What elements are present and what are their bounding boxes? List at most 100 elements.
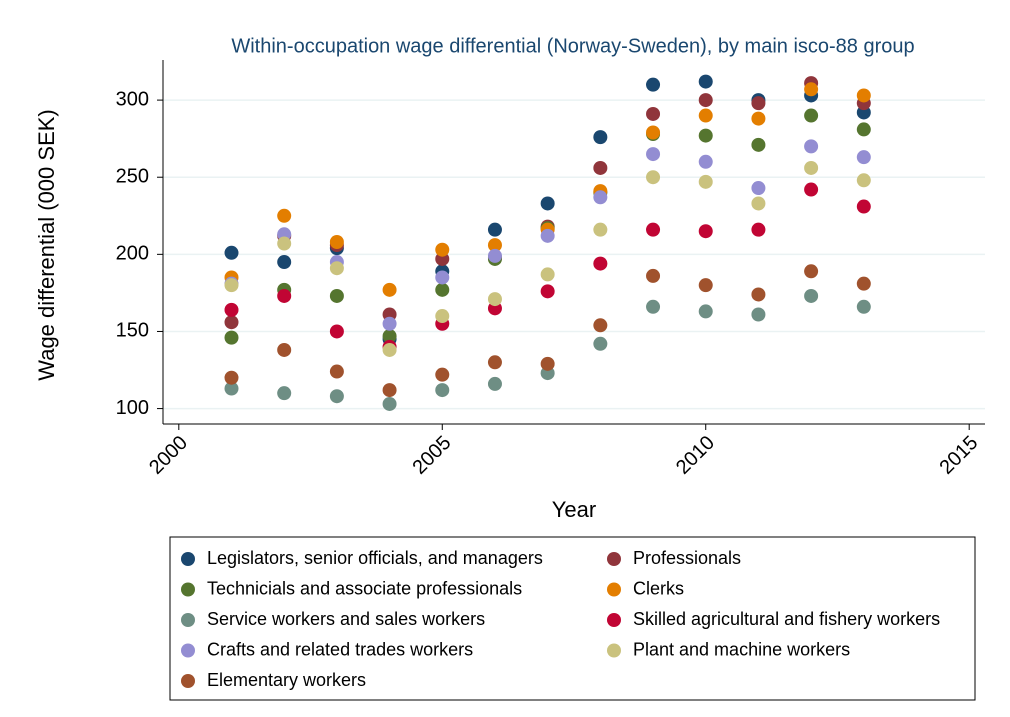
- point: [487, 292, 502, 307]
- point: [435, 242, 450, 257]
- point: [487, 355, 502, 370]
- point: [856, 122, 871, 137]
- point: [646, 125, 661, 140]
- point: [804, 139, 819, 154]
- point: [751, 111, 766, 126]
- point: [751, 96, 766, 111]
- point: [540, 267, 555, 282]
- legend-label: Plant and machine workers: [633, 639, 850, 659]
- point: [593, 222, 608, 237]
- point: [382, 383, 397, 398]
- point: [804, 264, 819, 279]
- point: [593, 190, 608, 205]
- point: [329, 324, 344, 339]
- point: [435, 367, 450, 382]
- legend-label: Skilled agricultural and fishery workers: [633, 609, 940, 629]
- point: [435, 383, 450, 398]
- y-axis-label: Wage differential (000 SEK): [34, 109, 59, 380]
- legend-marker: [181, 674, 195, 688]
- point: [224, 278, 239, 293]
- legend-label: Technicials and associate professionals: [207, 578, 522, 598]
- point: [277, 386, 292, 401]
- point: [646, 222, 661, 237]
- point: [593, 130, 608, 145]
- point: [329, 364, 344, 379]
- legend-marker: [181, 643, 195, 658]
- legend-label: Crafts and related trades workers: [207, 639, 473, 659]
- point: [698, 74, 713, 89]
- point: [698, 93, 713, 108]
- legend-marker: [607, 613, 621, 627]
- point: [698, 224, 713, 239]
- legend-label: Elementary workers: [207, 670, 366, 690]
- point: [856, 173, 871, 188]
- y-tick-label: 100: [116, 397, 149, 419]
- point: [329, 288, 344, 303]
- point: [224, 315, 239, 330]
- point: [435, 309, 450, 324]
- point: [856, 150, 871, 165]
- point: [224, 381, 239, 396]
- y-tick-label: 200: [116, 243, 149, 265]
- point: [487, 248, 502, 263]
- point: [804, 82, 819, 97]
- point: [856, 88, 871, 103]
- point: [487, 238, 502, 253]
- point: [277, 236, 292, 251]
- point: [646, 170, 661, 185]
- point: [435, 282, 450, 297]
- point: [856, 276, 871, 291]
- point: [698, 128, 713, 143]
- legend-marker: [181, 552, 195, 566]
- point: [329, 389, 344, 404]
- point: [646, 106, 661, 121]
- point: [804, 160, 819, 175]
- point: [435, 270, 450, 285]
- point: [277, 208, 292, 223]
- point: [487, 222, 502, 237]
- point: [751, 287, 766, 302]
- point: [382, 282, 397, 297]
- point: [382, 396, 397, 411]
- point: [698, 278, 713, 293]
- point: [593, 160, 608, 175]
- x-axis-label: Year: [552, 497, 596, 522]
- point: [698, 108, 713, 123]
- legend-marker: [607, 582, 621, 597]
- point: [856, 199, 871, 214]
- legend-marker: [607, 643, 621, 658]
- point: [329, 261, 344, 276]
- point: [382, 342, 397, 357]
- point: [487, 376, 502, 391]
- y-tick-label: 300: [116, 88, 149, 110]
- legend-box: [169, 536, 976, 701]
- point: [751, 181, 766, 196]
- point: [698, 304, 713, 319]
- point: [540, 356, 555, 371]
- legend-label: Service workers and sales workers: [207, 609, 485, 629]
- point: [593, 318, 608, 333]
- point: [804, 182, 819, 197]
- point: [277, 342, 292, 357]
- chart-title: Within-occupation wage differential (Nor…: [231, 35, 914, 57]
- legend-marker: [607, 552, 621, 566]
- point: [646, 299, 661, 314]
- point: [329, 235, 344, 249]
- legend-label: Clerks: [633, 578, 684, 598]
- legend-marker: [181, 582, 195, 597]
- point: [856, 299, 871, 314]
- point: [593, 256, 608, 271]
- legend-label: Legislators, senior officials, and manag…: [207, 548, 543, 568]
- point: [751, 137, 766, 152]
- point: [751, 307, 766, 322]
- point: [646, 268, 661, 283]
- point: [224, 302, 239, 317]
- legend-marker: [181, 613, 195, 627]
- y-tick-label: 150: [116, 320, 149, 342]
- point: [224, 330, 239, 345]
- point: [224, 245, 239, 260]
- point: [224, 370, 239, 385]
- point: [646, 77, 661, 92]
- point: [751, 196, 766, 211]
